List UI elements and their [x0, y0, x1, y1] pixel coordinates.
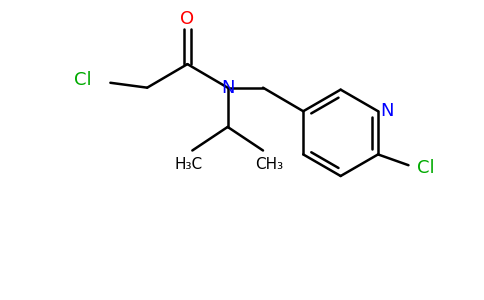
Text: Cl: Cl — [74, 71, 92, 89]
Text: N: N — [221, 79, 234, 97]
Text: Cl: Cl — [417, 159, 435, 177]
Text: CH₃: CH₃ — [255, 157, 283, 172]
Text: O: O — [181, 10, 195, 28]
Text: H₃C: H₃C — [174, 157, 202, 172]
Text: N: N — [380, 102, 393, 120]
